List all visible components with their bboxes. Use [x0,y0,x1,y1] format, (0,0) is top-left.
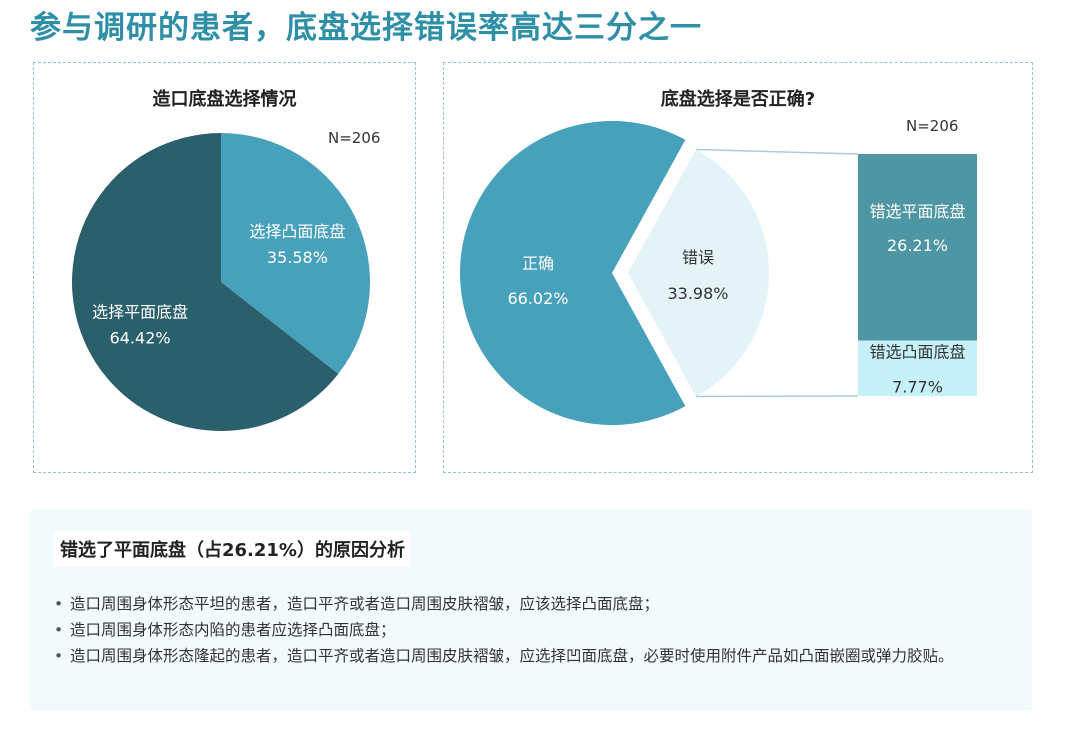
chart-title-right: 底盘选择是否正确? [660,89,816,110]
bar-segment-wrong-flat [858,154,977,341]
chart-panel-selection-correctness: 底盘选择是否正确? N=206 正确 66.02% 错误 33.98% 错选平面底盘 26… [443,62,1033,473]
analysis-bullet: 造口周围身体形态内陷的患者应选择凸面底盘； [54,617,994,643]
connector-line-bottom [696,395,859,398]
page-title: 参与调研的患者，底盘选择错误率高达三分之一 [30,10,702,46]
pie-slice-correct [460,120,686,426]
bar-segment-wrong-convex [858,340,977,396]
bar-value-wrong-flat: 26.21% [887,236,948,255]
slice-label-correct: 正确 [522,254,554,273]
slice-value-flat: 64.42% [110,328,171,347]
connector-line-top [695,148,859,155]
bar-label-wrong-flat: 错选平面底盘 [869,202,965,221]
pie-slice-convex [221,133,371,374]
slice-value-wrong: 33.98% [667,284,728,303]
slice-label-wrong: 错误 [682,248,714,267]
bar-label-wrong-convex: 错选凸面底盘 [869,343,965,362]
analysis-bullet-list: 造口周围身体形态平坦的患者，造口平齐或者造口周围皮肤褶皱，应该选择凸面底盘； 造… [54,591,994,669]
slice-label-convex: 选择凸面底盘 [249,222,345,241]
pie-chart-left: 选择凸面底盘 35.58% 选择平面底盘 64.42% [72,133,371,431]
analysis-bullet: 造口周围身体形态平坦的患者，造口平齐或者造口周围皮肤褶皱，应该选择凸面底盘； [54,591,994,617]
sample-size-left: N=206 [328,129,381,147]
slice-value-correct: 66.02% [507,289,568,308]
slice-value-convex: 35.58% [267,248,328,267]
slice-label-flat: 选择平面底盘 [92,302,188,321]
analysis-bullet: 造口周围身体形态隆起的患者，造口平齐或者造口周围皮肤褶皱，应选择凹面底盘，必要时… [54,643,994,669]
analysis-title: 错选了平面底盘（占26.21%）的原因分析 [54,531,411,567]
chart-title-left: 造口底盘选择情况 [152,89,297,110]
pie-slice-flat [72,133,339,431]
pie-of-bar-chart-right: 正确 66.02% 错误 33.98% 错选平面底盘 26.21% 错选凸面底盘 7.77% [460,120,977,426]
sample-size-right: N=206 [906,117,959,135]
analysis-section: 错选了平面底盘（占26.21%）的原因分析 造口周围身体形态平坦的患者，造口平齐… [30,509,1032,711]
bar-value-wrong-convex: 7.77% [892,378,943,397]
pie-slice-wrong [628,149,769,397]
chart-panel-stoma-base-selection: 造口底盘选择情况 N=206 选择凸面底盘 35.58% 选择平面底盘 64.42% [33,62,416,473]
